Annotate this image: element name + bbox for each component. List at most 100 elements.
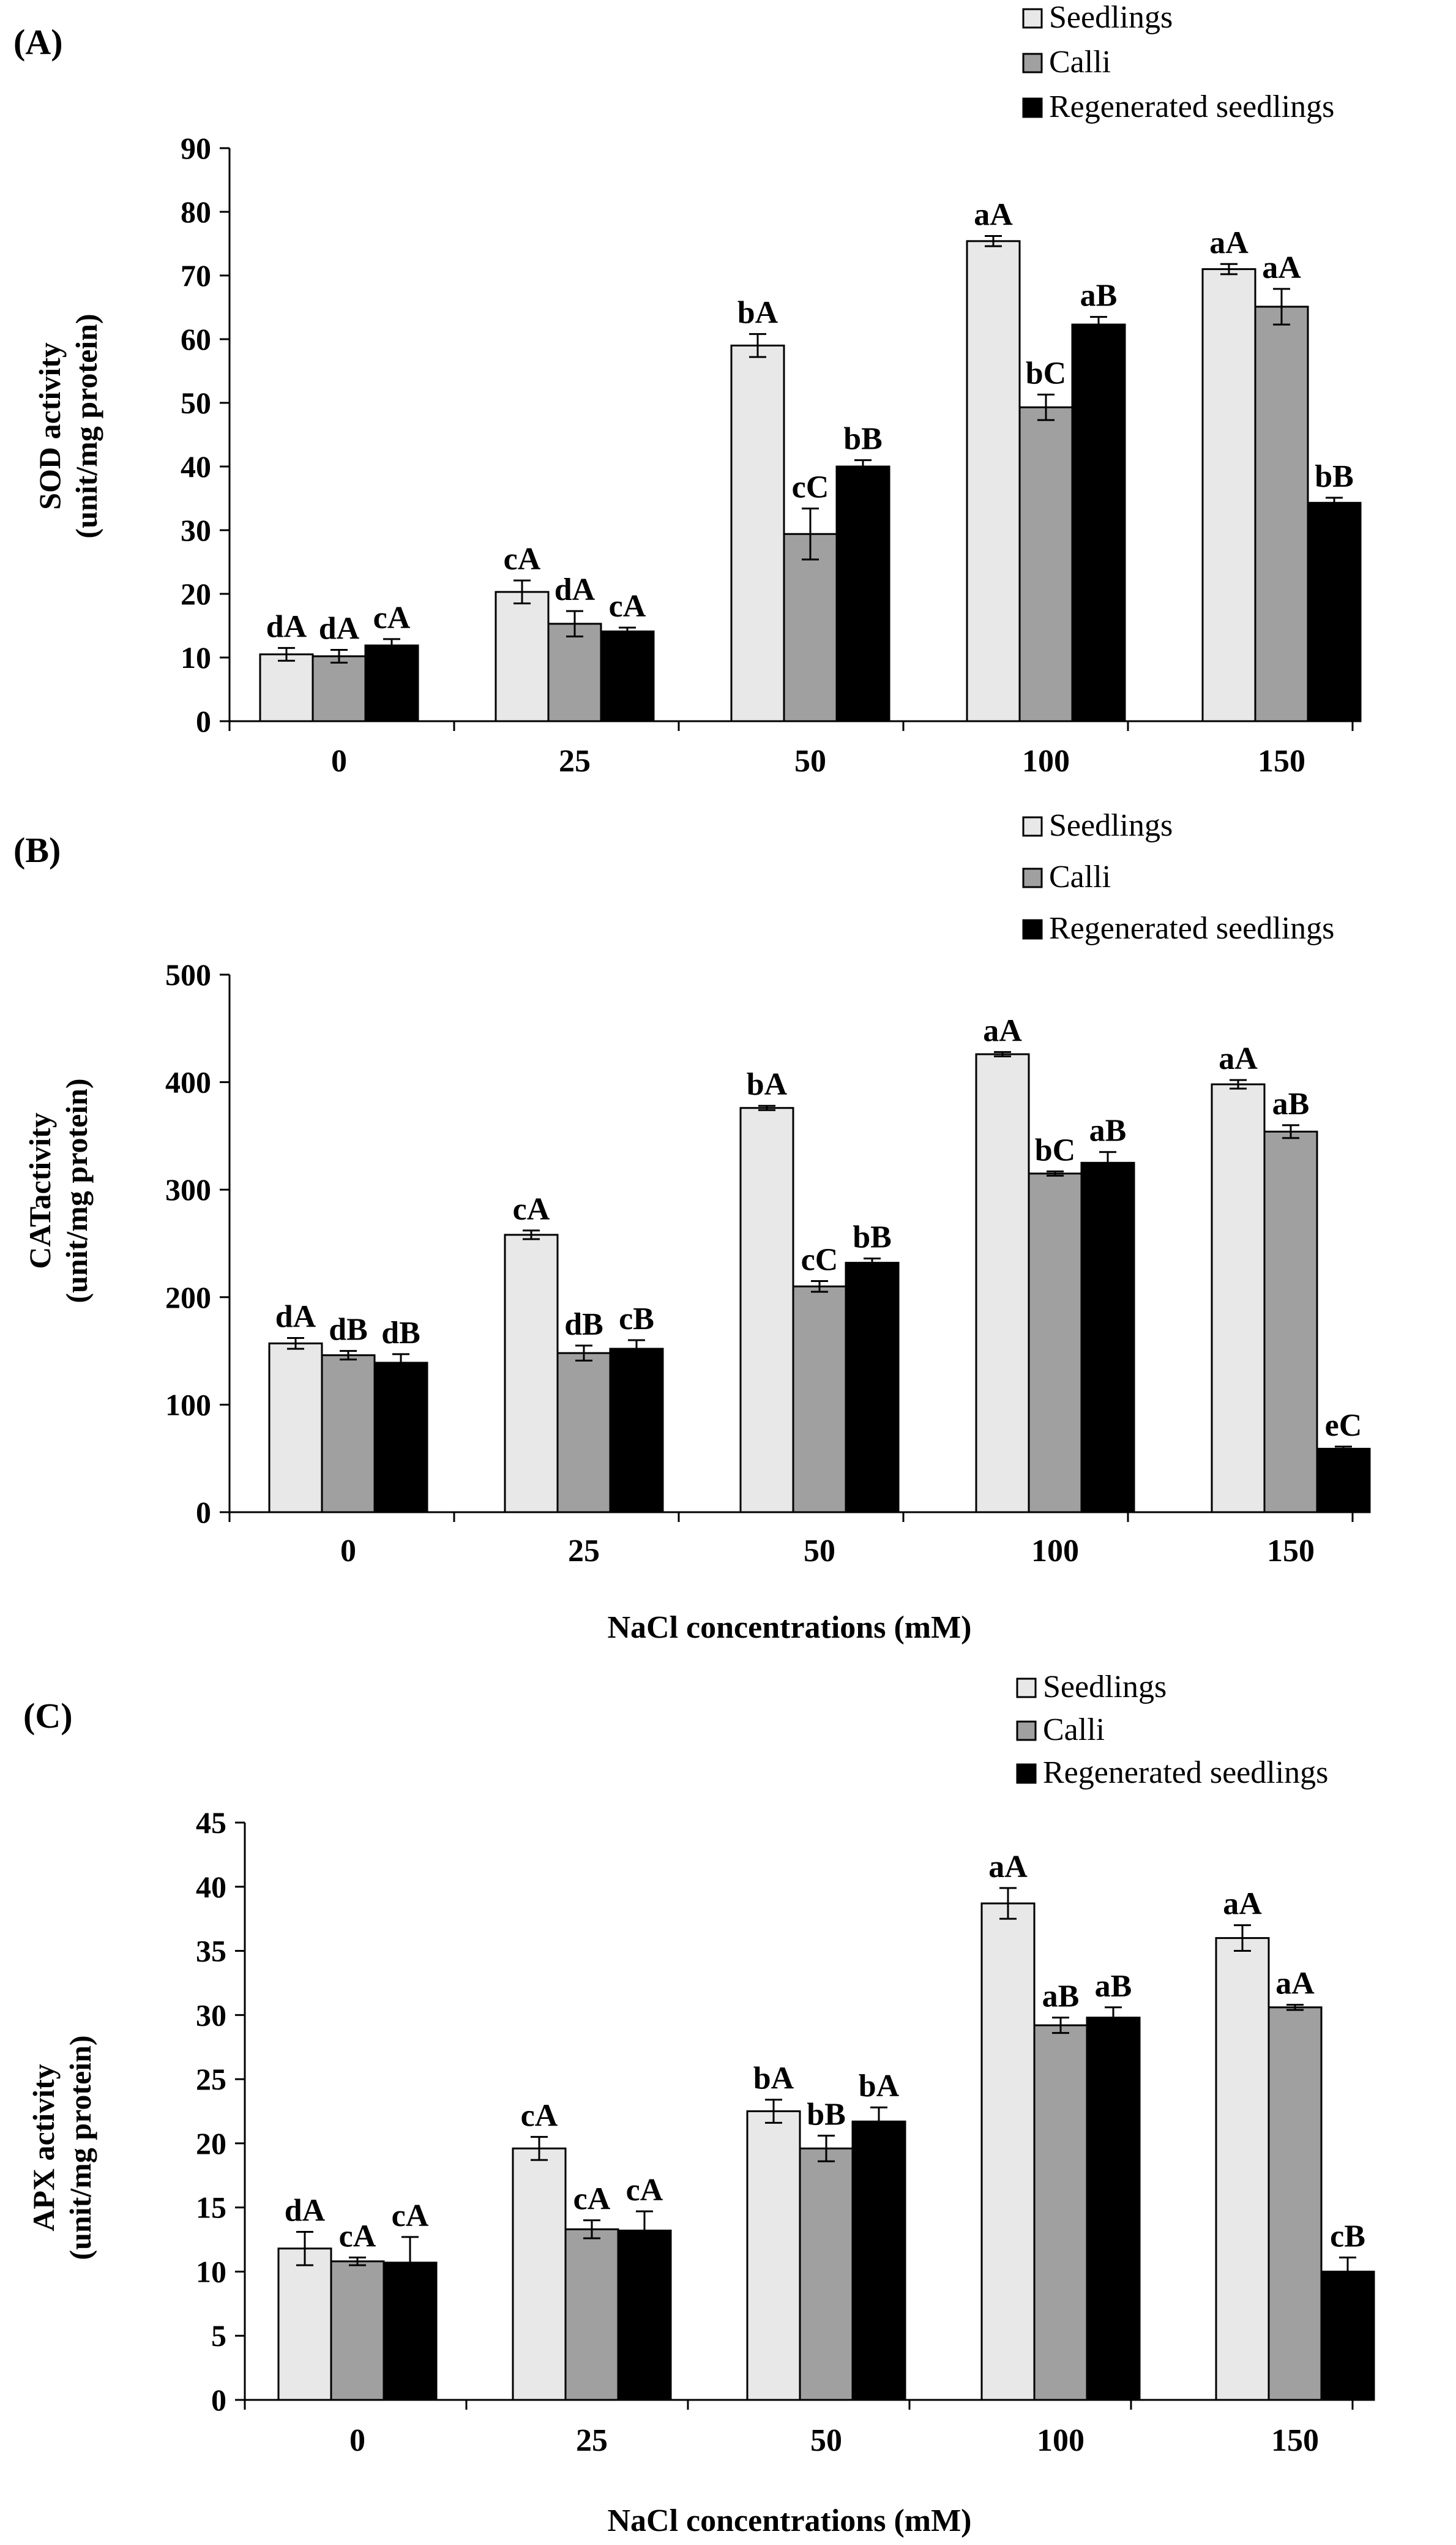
data-label: cA — [339, 2219, 376, 2254]
bar — [975, 1053, 1030, 1513]
data-label: aB — [1042, 1979, 1080, 2014]
legend-label: Calli — [1049, 860, 1111, 894]
legend-swatch — [1022, 816, 1043, 837]
x-tick-label: 150 — [1271, 2423, 1319, 2458]
data-label: aA — [988, 1850, 1028, 1884]
bars-c: dA cA cA cA cA cA bA bB bA aA aB aB aA aA cB — [277, 1850, 1375, 2401]
data-label: dA — [266, 609, 307, 644]
bar — [1071, 323, 1126, 722]
x-tick-label: 0 — [349, 2423, 365, 2458]
data-label: aA — [1223, 1887, 1262, 1922]
legend-a: Seedlings Calli Regenerated seedlings — [1022, 0, 1334, 124]
data-label: cA — [504, 542, 541, 577]
x-axis-title-c: NaCl concentrations (mM) — [608, 2503, 972, 2538]
data-label: aA — [974, 198, 1013, 233]
x-axis-title-b: NaCl concentrations (mM) — [608, 1610, 972, 1645]
x-tick-label: 0 — [331, 744, 347, 779]
bar — [792, 1285, 847, 1513]
y-tick-label: 0 — [196, 1495, 211, 1529]
y-tick-label: 15 — [196, 2191, 226, 2225]
bar — [1320, 2270, 1375, 2401]
y-tick-label: 300 — [165, 1172, 211, 1207]
y-axis-title-line2: (unit/mg protein) — [69, 313, 103, 538]
bar — [277, 2247, 332, 2401]
bar — [1316, 1447, 1371, 1513]
data-label: dB — [564, 1307, 603, 1342]
bar — [783, 533, 838, 722]
y-axis-title-line1: SOD activity — [32, 342, 67, 510]
y-axis-title-line2: (unit/mg protein) — [59, 1078, 94, 1303]
bar — [851, 2120, 906, 2401]
y-axis-title-line1: APX activity — [26, 2064, 61, 2232]
bar — [1254, 305, 1309, 722]
legend-swatch — [1016, 1763, 1037, 1784]
data-label: bB — [807, 2097, 846, 2132]
legend-label: Seedlings — [1043, 1670, 1167, 1704]
y-tick-label: 500 — [165, 958, 211, 992]
y-tick-label: 20 — [181, 577, 211, 611]
data-label: aB — [1095, 1969, 1132, 2004]
bar — [799, 2147, 854, 2401]
chart-panel-c: (C) APX activity (unit/mg protein) NaCl … — [23, 1670, 1375, 2538]
bar — [980, 1902, 1036, 2401]
bar — [1307, 501, 1362, 722]
y-tick-label: 40 — [181, 449, 211, 484]
bar — [564, 2228, 619, 2401]
bar — [1267, 2006, 1323, 2401]
y-axis-title-line2: (unit/mg protein) — [63, 2035, 97, 2260]
x-tick-label: 25 — [559, 744, 591, 779]
y-tick-label: 400 — [165, 1065, 211, 1100]
legend-label: Calli — [1043, 1712, 1105, 1747]
y-tick-label: 35 — [196, 1934, 226, 1968]
y-tick-label: 90 — [181, 131, 211, 165]
data-label: aA — [1219, 1041, 1258, 1076]
y-tick-label: 0 — [196, 704, 211, 738]
y-tick-label: 20 — [196, 2126, 226, 2161]
data-label: bB — [1315, 459, 1354, 494]
bar — [495, 591, 550, 722]
x-tick-label: 50 — [810, 2423, 842, 2458]
bars-b: dA dB dB cA dB cB bA cC bB aA bC aB aA aB eC — [268, 1013, 1371, 1513]
data-label: dA — [275, 1300, 316, 1335]
y-axis-title-line1: CATactivity — [23, 1112, 57, 1269]
data-label: bC — [1035, 1133, 1075, 1168]
y-tick-label: 10 — [196, 2254, 226, 2288]
data-label: cA — [373, 601, 411, 635]
bar — [364, 644, 419, 722]
x-tick-label: 150 — [1267, 1534, 1315, 1569]
legend-swatch — [1022, 868, 1043, 888]
data-label: cA — [513, 1192, 550, 1227]
panel-label-c: (C) — [23, 1696, 73, 1736]
bar — [268, 1342, 323, 1513]
bar — [966, 240, 1021, 722]
data-label: aB — [1089, 1114, 1127, 1149]
y-axis-title-a: SOD activity (unit/mg protein) — [32, 313, 103, 538]
x-tick-label: 100 — [1031, 1534, 1079, 1569]
bar — [373, 1362, 428, 1513]
x-tick-label: 0 — [340, 1534, 356, 1569]
data-label: dB — [381, 1316, 420, 1351]
bar — [746, 2110, 801, 2401]
data-label: bA — [737, 296, 778, 331]
bar — [609, 1347, 664, 1513]
data-label: cA — [626, 2173, 663, 2208]
legend-swatch — [1022, 919, 1043, 940]
x-tick-label: 50 — [804, 1534, 835, 1569]
x-tick-label: 100 — [1037, 2423, 1085, 2458]
y-tick-label: 5 — [211, 2318, 226, 2353]
data-label: aA — [1275, 1966, 1315, 2001]
bar — [1018, 406, 1073, 722]
y-tick-label: 45 — [196, 1805, 226, 1840]
y-tick-label: 60 — [181, 322, 211, 356]
y-tick-label: 80 — [181, 195, 211, 229]
panel-label-b: (B) — [13, 830, 61, 870]
data-label: cA — [609, 589, 646, 624]
axes-a: 0 10 20 30 40 50 60 70 80 90 0 25 50 100 150 — [181, 131, 1354, 779]
legend-b: Seedlings Calli Regenerated seedlings — [1022, 808, 1334, 946]
data-label: cA — [521, 2098, 558, 2133]
y-tick-label: 50 — [181, 386, 211, 420]
legend-c: Seedlings Calli Regenerated seedlings — [1016, 1670, 1328, 1790]
bar — [1201, 268, 1256, 722]
x-tick-label: 150 — [1258, 744, 1305, 779]
